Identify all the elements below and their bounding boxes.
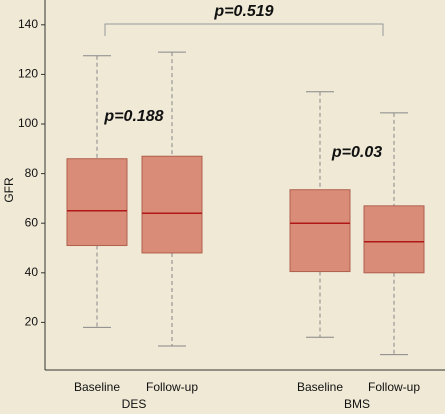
y-tick-label: 40 (25, 265, 39, 279)
annotation: p=0.03 (331, 144, 382, 161)
y-tick-label: 120 (18, 67, 38, 81)
x-tick-label: Baseline (297, 380, 343, 394)
group-label: BMS (344, 397, 370, 411)
x-tick-label: Follow-up (146, 380, 198, 394)
y-tick-label: 100 (18, 116, 38, 130)
annotation: p=0.519 (213, 3, 273, 20)
bracket (104, 23, 384, 36)
y-tick-label: 20 (25, 315, 39, 329)
box (363, 205, 425, 274)
x-tick-label: Baseline (74, 380, 120, 394)
y-axis-label: GFR (2, 177, 16, 203)
y-tick-label: 60 (25, 215, 39, 229)
annotation: p=0.188 (103, 108, 163, 125)
x-tick-label: Follow-up (368, 380, 420, 394)
group-label: DES (122, 397, 147, 411)
box (141, 155, 203, 254)
box (66, 158, 128, 247)
y-tick-label: 80 (25, 166, 39, 180)
y-tick-label: 140 (18, 17, 38, 31)
box (289, 189, 351, 273)
